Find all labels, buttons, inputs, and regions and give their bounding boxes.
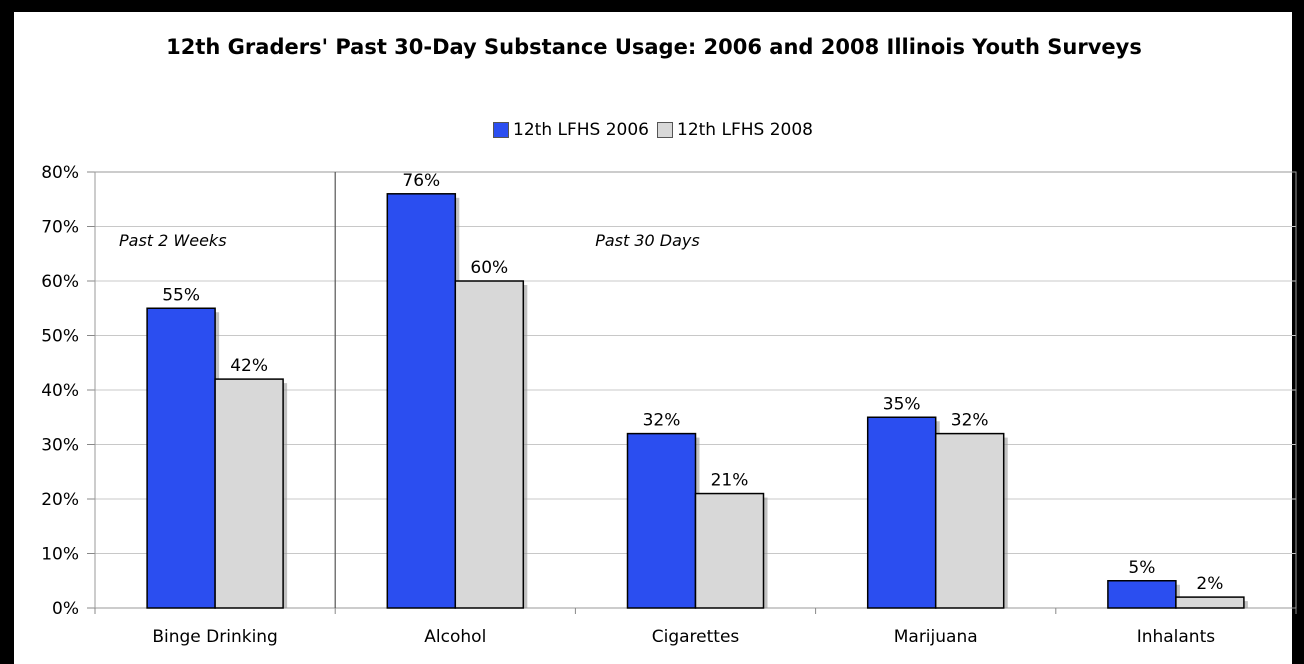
bar-2008 bbox=[1175, 596, 1245, 609]
legend-label-2008: 12th LFHS 2008 bbox=[677, 120, 813, 140]
y-tick-label: 80% bbox=[41, 163, 79, 183]
bar-2008 bbox=[694, 492, 765, 609]
y-tick-label: 10% bbox=[41, 545, 79, 565]
data-label: 35% bbox=[883, 394, 921, 414]
category-label: Cigarettes bbox=[652, 627, 740, 647]
legend-swatch-2008 bbox=[657, 122, 673, 138]
legend-item-2008: 12th LFHS 2008 bbox=[657, 120, 813, 140]
annotation-past-2-weeks: Past 2 Weeks bbox=[119, 231, 227, 250]
y-tick-label: 70% bbox=[41, 218, 79, 238]
chart-title: 12th Graders' Past 30-Day Substance Usag… bbox=[166, 35, 1142, 59]
bar-2006 bbox=[626, 432, 697, 609]
category-label: Binge Drinking bbox=[152, 627, 278, 647]
chart-legend: 12th LFHS 2006 12th LFHS 2008 bbox=[14, 120, 1292, 140]
bar-2006 bbox=[866, 416, 937, 609]
data-label: 32% bbox=[951, 411, 989, 431]
data-label: 32% bbox=[643, 411, 681, 431]
data-label: 55% bbox=[162, 285, 200, 305]
category-label: Alcohol bbox=[424, 627, 486, 647]
bar-2008 bbox=[454, 280, 525, 609]
y-tick-label: 40% bbox=[41, 381, 79, 401]
bar-2008 bbox=[214, 378, 284, 609]
bar-2006 bbox=[386, 193, 457, 609]
legend-item-2006: 12th LFHS 2006 bbox=[493, 120, 649, 140]
category-label: Marijuana bbox=[894, 627, 978, 647]
data-label: 21% bbox=[711, 471, 749, 491]
data-label: 42% bbox=[230, 356, 268, 376]
bar-2006 bbox=[1107, 580, 1177, 609]
legend-swatch-2006 bbox=[493, 122, 510, 138]
y-tick-label: 50% bbox=[41, 327, 79, 347]
data-label: 5% bbox=[1128, 558, 1155, 578]
data-label: 76% bbox=[402, 171, 440, 191]
data-label: 2% bbox=[1196, 574, 1223, 594]
y-tick-label: 0% bbox=[52, 599, 79, 619]
bar-2006 bbox=[146, 307, 216, 609]
y-tick-label: 20% bbox=[41, 490, 79, 510]
y-tick-label: 30% bbox=[41, 436, 79, 456]
data-label: 60% bbox=[470, 258, 508, 278]
legend-label-2006: 12th LFHS 2006 bbox=[513, 120, 649, 140]
annotation-past-30-days: Past 30 Days bbox=[595, 231, 700, 250]
y-tick-label: 60% bbox=[41, 272, 79, 292]
category-label: Inhalants bbox=[1137, 627, 1216, 647]
bar-2008 bbox=[934, 432, 1005, 609]
